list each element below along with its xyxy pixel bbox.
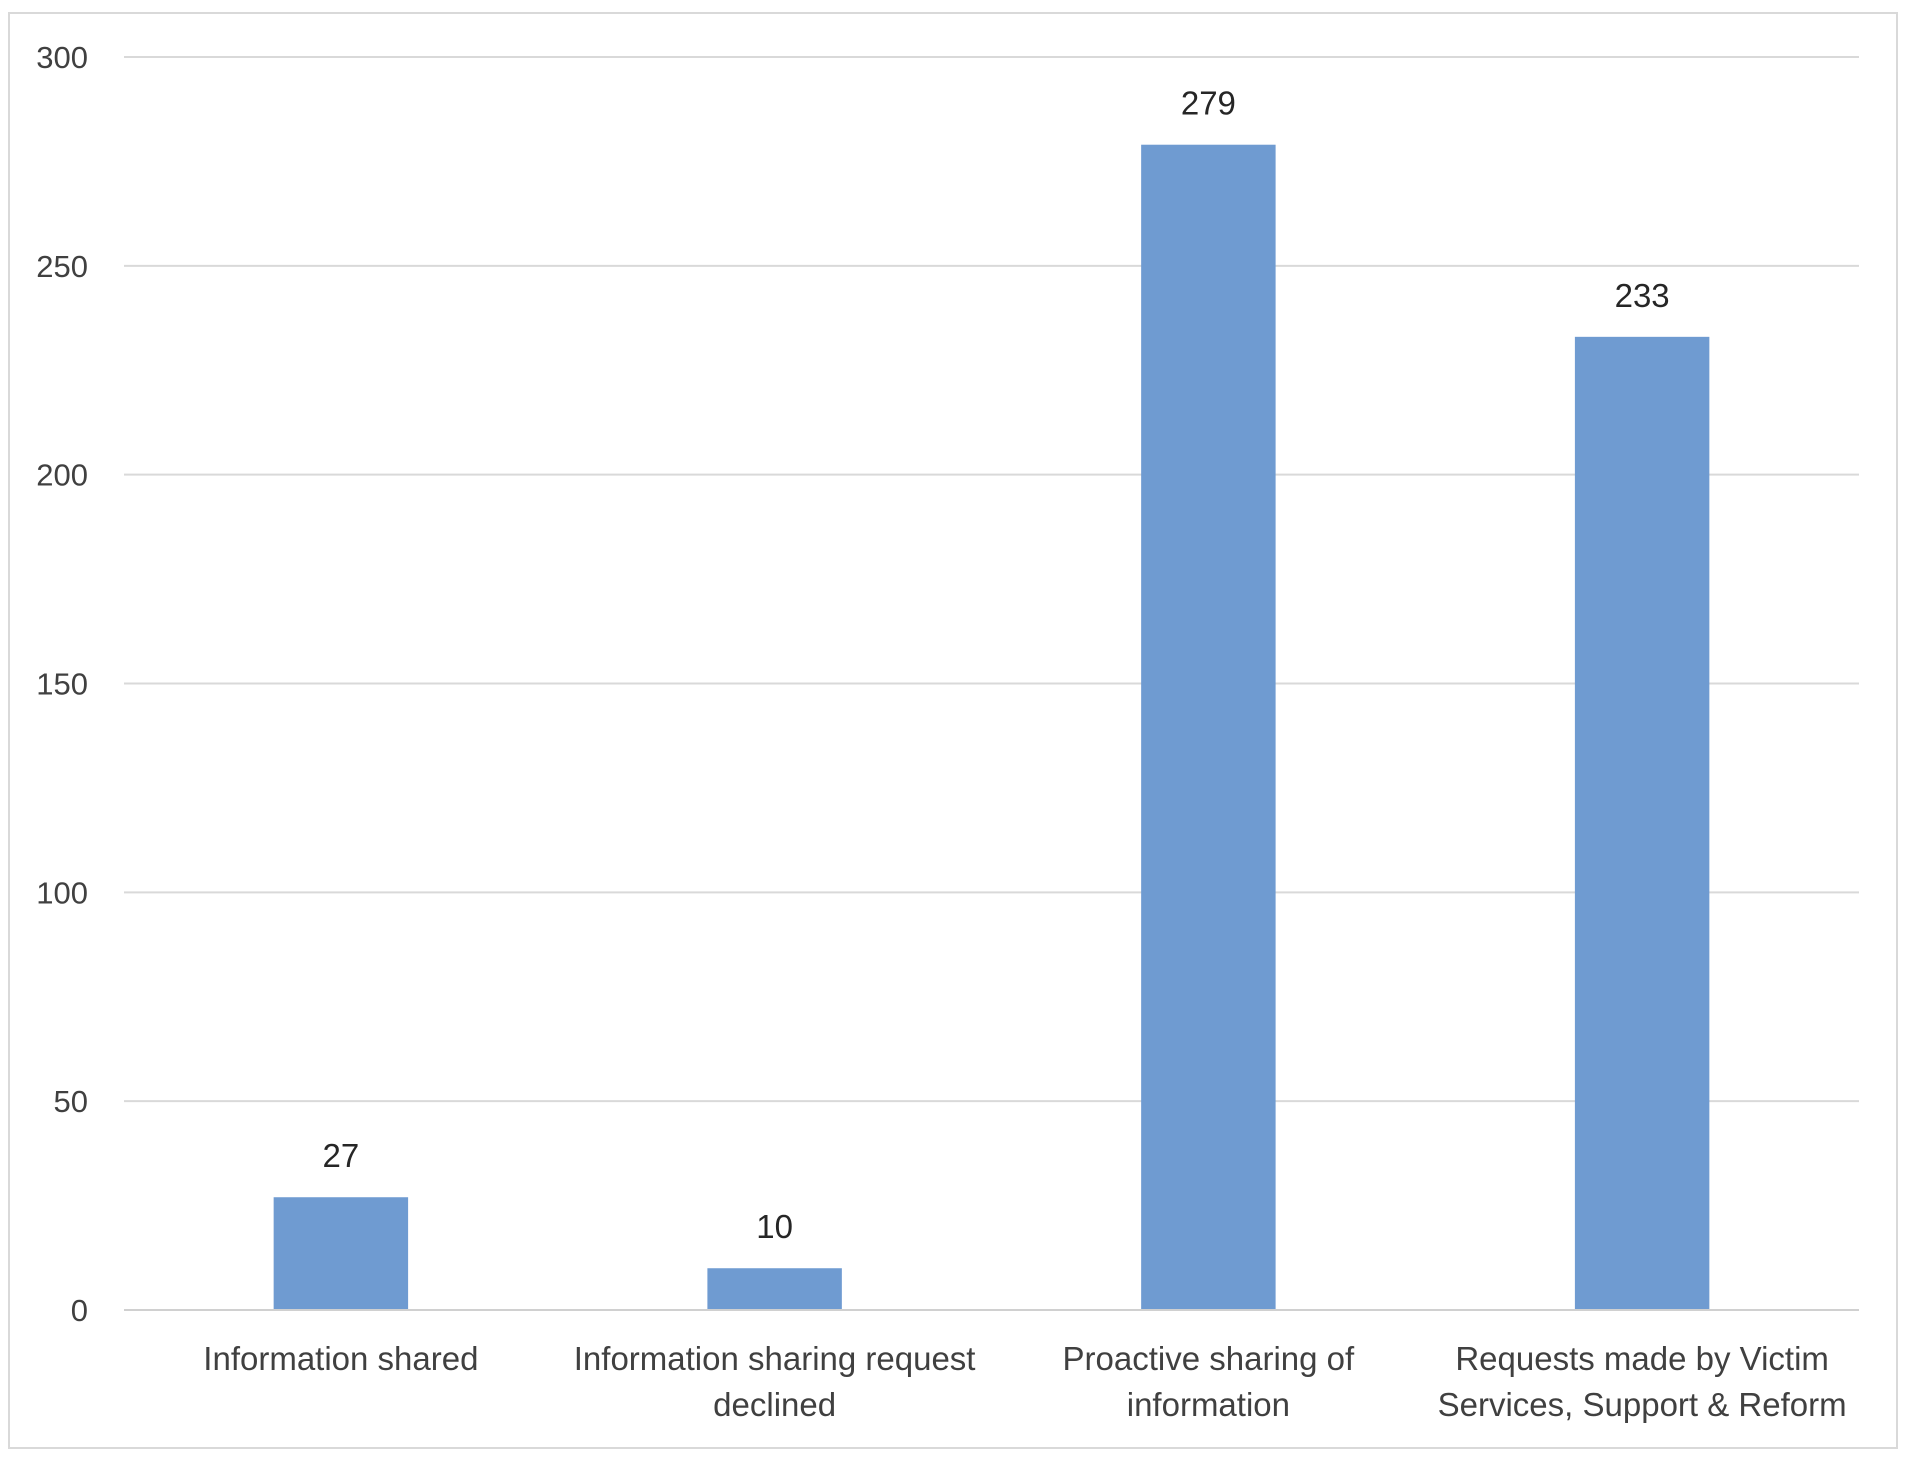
- category-label-0-line-0: Information shared: [203, 1340, 478, 1377]
- y-tick-label: 300: [36, 40, 88, 75]
- y-tick-label: 50: [54, 1084, 88, 1119]
- y-tick-label: 200: [36, 458, 88, 493]
- category-label-2-line-0: Proactive sharing of: [1063, 1340, 1355, 1377]
- category-label-1-line-1: declined: [713, 1386, 836, 1423]
- data-label-0: 27: [323, 1137, 360, 1174]
- y-tick-label: 100: [36, 875, 88, 910]
- bars: [273, 144, 1710, 1311]
- x-axis-category-labels: Information shared Information sharing re…: [203, 1340, 1846, 1423]
- data-label-2: 279: [1181, 85, 1236, 122]
- bar-2: [1141, 144, 1276, 1311]
- category-label-3-line-0: Requests made by Victim: [1455, 1340, 1829, 1377]
- bar-1: [707, 1268, 842, 1310]
- y-tick-label: 150: [36, 667, 88, 702]
- data-labels: 27 10 279 233: [323, 85, 1670, 1246]
- bar-0: [273, 1197, 409, 1310]
- data-label-1: 10: [756, 1208, 793, 1245]
- y-axis-tick-labels: 0 50 100 150 200 250 300: [36, 40, 88, 1328]
- data-label-3: 233: [1615, 277, 1670, 314]
- category-label-3-line-1: Services, Support & Reform: [1438, 1386, 1847, 1423]
- bar-3: [1574, 336, 1710, 1310]
- gridlines: [124, 56, 1859, 1103]
- category-label-2-line-1: information: [1127, 1386, 1290, 1423]
- y-tick-label: 0: [71, 1293, 88, 1328]
- category-label-1-line-0: Information sharing request: [574, 1340, 976, 1377]
- y-tick-label: 250: [36, 249, 88, 284]
